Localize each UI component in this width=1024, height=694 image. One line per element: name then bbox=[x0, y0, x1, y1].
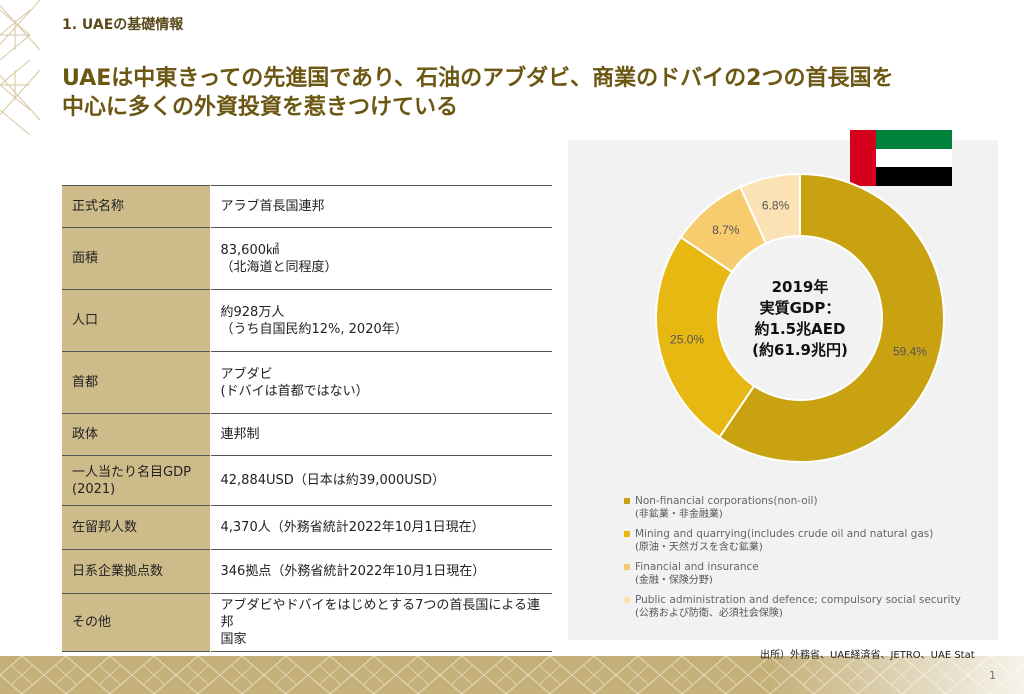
slice-percent-label: 8.7% bbox=[712, 223, 740, 237]
legend-item: Public administration and defence; compu… bbox=[624, 593, 984, 621]
chart-legend: Non-financial corporations(non-oil) (非鉱業・… bbox=[624, 494, 984, 626]
donut-slice bbox=[738, 172, 801, 245]
decorative-pattern-left bbox=[0, 0, 41, 136]
page-number: 1 bbox=[989, 669, 996, 682]
info-value: 346拠点（外務省統計2022年10月1日現在） bbox=[220, 564, 486, 579]
info-row: 政体 連邦制 bbox=[62, 413, 552, 456]
decorative-band-bottom bbox=[0, 656, 1024, 694]
donut-center-text: 実質GDP： bbox=[760, 299, 841, 317]
info-value: 約928万人 （うち自国民約12%, 2020年） bbox=[220, 304, 408, 337]
legend-series-name: Financial and insurance bbox=[635, 561, 759, 573]
info-key: 面積 bbox=[62, 227, 211, 290]
legend-entry: Public administration and defence; compu… bbox=[624, 593, 984, 607]
info-value: 42,884USD（日本は約39,000USD） bbox=[220, 473, 446, 488]
legend-entry: Non-financial corporations(non-oil) bbox=[624, 494, 984, 508]
info-value: 4,370人（外務省統計2022年10月1日現在） bbox=[220, 520, 485, 535]
donut-center-text: (約61.9兆円) bbox=[752, 341, 848, 359]
section-title: 1. UAEの基礎情報 bbox=[62, 17, 184, 33]
headline-line-2: 中心に多くの外資投資を惹きつけている bbox=[62, 95, 459, 120]
legend-series-subtitle: (金融・保険分野) bbox=[635, 575, 713, 586]
legend-series-subtitle: (非鉱業・非金融業) bbox=[635, 509, 723, 520]
legend-item: Non-financial corporations(non-oil) (非鉱業・… bbox=[624, 494, 984, 522]
info-key: 在留邦人数 bbox=[62, 505, 211, 550]
donut-slice bbox=[717, 172, 945, 463]
info-row: 正式名称 アラブ首長国連邦 bbox=[62, 185, 552, 228]
info-row: 人口 約928万人 （うち自国民約12%, 2020年） bbox=[62, 289, 552, 352]
info-value: アブダビ (ドバイは首都ではない） bbox=[220, 366, 369, 399]
flag-green-stripe bbox=[876, 130, 952, 149]
donut-center-text: 2019年 bbox=[772, 278, 829, 296]
legend-series-subtitle: (公務および防衛、必須社会保険) bbox=[635, 608, 783, 619]
info-value: アラブ首長国連邦 bbox=[220, 199, 325, 214]
info-key: 日系企業拠点数 bbox=[62, 549, 211, 594]
info-row: その他 アブダビやドバイをはじめとする7つの首長国による連邦 国家 bbox=[62, 593, 552, 652]
info-row: 首都 アブダビ (ドバイは首都ではない） bbox=[62, 351, 552, 414]
info-value: アブダビやドバイをはじめとする7つの首長国による連邦 国家 bbox=[220, 598, 541, 647]
donut-center-text: 約1.5兆AED bbox=[755, 320, 846, 338]
headline-line-1: UAEは中東きっての先進国であり、石油のアブダビ、商業のドバイの2つの首長国を bbox=[62, 66, 894, 91]
info-key: 首都 bbox=[62, 351, 211, 414]
legend-swatch bbox=[624, 498, 630, 504]
flag-white-stripe bbox=[876, 149, 952, 167]
basic-info-table: 正式名称 アラブ首長国連邦 面積 83,600㎢ （北海道と同程度） 人口 約928万人 … bbox=[62, 185, 552, 652]
legend-swatch bbox=[624, 531, 630, 537]
slice-percent-label: 59.4% bbox=[893, 345, 927, 359]
info-key: 政体 bbox=[62, 413, 211, 456]
info-key: 人口 bbox=[62, 289, 211, 352]
info-row: 一人当たり名目GDP (2021) 42,884USD（日本は約39,000USD… bbox=[62, 455, 552, 506]
info-row: 在留邦人数 4,370人（外務省統計2022年10月1日現在） bbox=[62, 505, 552, 550]
info-value: 連邦制 bbox=[220, 427, 260, 442]
info-key: 一人当たり名目GDP (2021) bbox=[62, 455, 211, 506]
page-headline: UAEは中東きっての先進国であり、石油のアブダビ、商業のドバイの2つの首長国を … bbox=[62, 64, 962, 122]
uae-flag bbox=[850, 130, 952, 186]
legend-series-name: Mining and quarrying(includes crude oil … bbox=[635, 528, 934, 540]
source-note: 出所）外務省、UAE経済省、JETRO、UAE Stat bbox=[760, 650, 975, 661]
legend-swatch bbox=[624, 597, 630, 603]
legend-series-name: Non-financial corporations(non-oil) bbox=[635, 495, 818, 507]
info-row: 面積 83,600㎢ （北海道と同程度） bbox=[62, 227, 552, 290]
legend-series-name: Public administration and defence; compu… bbox=[635, 594, 961, 606]
donut-slice bbox=[655, 235, 756, 439]
info-key: 正式名称 bbox=[62, 185, 211, 228]
legend-entry: Mining and quarrying(includes crude oil … bbox=[624, 527, 984, 541]
legend-swatch bbox=[624, 564, 630, 570]
info-value: 83,600㎢ （北海道と同程度） bbox=[220, 242, 338, 275]
legend-item: Mining and quarrying(includes crude oil … bbox=[624, 527, 984, 555]
info-row: 日系企業拠点数 346拠点（外務省統計2022年10月1日現在） bbox=[62, 549, 552, 594]
slice-percent-label: 6.8% bbox=[762, 199, 790, 213]
flag-red-band bbox=[850, 130, 876, 186]
legend-item: Financial and insurance (金融・保険分野) bbox=[624, 560, 984, 588]
slice-percent-label: 25.0% bbox=[670, 333, 704, 347]
flag-black-stripe bbox=[876, 167, 952, 186]
info-key: その他 bbox=[62, 593, 211, 652]
legend-series-subtitle: (原油・天然ガスを含む鉱業) bbox=[635, 542, 763, 553]
legend-entry: Financial and insurance bbox=[624, 560, 984, 574]
